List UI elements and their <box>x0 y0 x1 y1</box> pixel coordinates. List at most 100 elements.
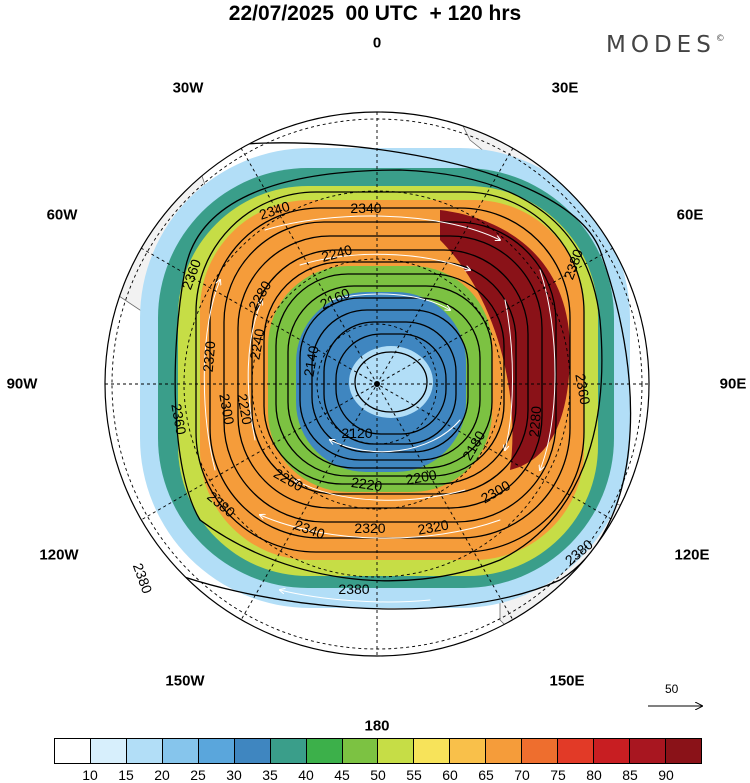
colorbar-swatch <box>90 739 127 763</box>
contour-2360 <box>174 169 603 582</box>
colorbar-swatch <box>522 739 559 763</box>
map-title: 22/07/2025 00 UTC + 120 hrs <box>228 2 522 25</box>
colorbar-swatch <box>270 739 307 763</box>
streamline <box>330 419 461 453</box>
wind-streamlines <box>203 88 556 603</box>
colorbar-swatch <box>450 739 487 763</box>
contour-2180 <box>299 297 481 461</box>
contour-2140 <box>323 321 457 445</box>
colorbar-swatch <box>594 739 630 763</box>
wind-speed-shading <box>140 148 630 608</box>
colorbar-swatch <box>234 739 271 763</box>
colorbar-tick-label: 45 <box>334 767 350 783</box>
lon-label-120w: 120W <box>39 546 79 564</box>
contour-label-2360: 2360 <box>168 402 189 436</box>
contour-label-2300: 2300 <box>216 392 237 426</box>
contour-label-2320: 2320 <box>416 516 450 537</box>
lon-label-0: 0 <box>372 34 382 52</box>
geopotential-contours <box>139 142 632 610</box>
streamline <box>264 215 500 240</box>
streamline <box>299 253 470 270</box>
contour-label-2320: 2320 <box>200 340 219 373</box>
contour-label-2380: 2380 <box>130 561 156 596</box>
lon-label-120e: 120E <box>674 546 710 564</box>
contour-label-2280: 2280 <box>526 405 545 438</box>
colorbar-tick-label: 15 <box>118 767 134 783</box>
contour-2100 <box>354 351 428 413</box>
contour-2280 <box>237 235 543 509</box>
colorbar <box>54 738 702 764</box>
contour-label-2200: 2200 <box>404 466 438 487</box>
contour-label-2240: 2240 <box>320 241 354 265</box>
colorbar-tick-label: 70 <box>514 767 530 783</box>
lon-label-90e: 90E <box>719 375 747 393</box>
colorbar-tick-label: 40 <box>298 767 314 783</box>
lon-label-180: 180 <box>364 717 390 735</box>
contour-label-2120: 2120 <box>341 425 372 441</box>
colorbar-tick-label: 50 <box>370 767 386 783</box>
band-pole <box>349 346 433 418</box>
lon-label-60w: 60W <box>46 206 78 224</box>
reference-vector-label: 50 <box>665 682 679 696</box>
streamline <box>370 88 470 95</box>
colorbar-swatch <box>126 739 163 763</box>
contour-2220 <box>275 273 505 477</box>
contour-label-2320: 2320 <box>354 520 385 536</box>
streamline <box>505 299 513 450</box>
colorbar-swatch <box>378 739 415 763</box>
colorbar-tick-label: 55 <box>406 767 422 783</box>
brand-copyright-mark: © <box>715 34 725 44</box>
colorbar-tick-label: 80 <box>586 767 602 783</box>
streamline <box>260 515 501 539</box>
colorbar-swatch <box>630 739 666 763</box>
colorbar-tick-label: 75 <box>550 767 566 783</box>
streamline <box>295 480 466 501</box>
lon-label-60e: 60E <box>676 206 704 224</box>
colorbar-tick-label: 20 <box>154 767 170 783</box>
colorbar-swatch <box>414 739 451 763</box>
contour-label-2360: 2360 <box>572 372 593 406</box>
streamline <box>329 293 450 310</box>
streamline <box>540 269 556 470</box>
contour-label-2380: 2380 <box>338 581 369 597</box>
colorbar-swatch <box>55 739 91 763</box>
lon-label-90w: 90W <box>6 375 38 393</box>
contour-label-2140: 2140 <box>300 344 321 378</box>
lon-label-150e: 150E <box>549 672 585 690</box>
contour-2340 <box>195 191 585 553</box>
contour-2200 <box>287 285 493 469</box>
colorbar-swatch <box>665 739 701 763</box>
colorbar-tick-label: 10 <box>82 767 98 783</box>
colorbar-tick-label: 65 <box>478 767 494 783</box>
contour-label-2340: 2340 <box>350 200 381 216</box>
south-pole-marker <box>374 381 380 387</box>
contour-label-2240: 2240 <box>246 327 267 361</box>
map-boundary <box>104 111 650 657</box>
lon-label-150w: 150W <box>165 672 205 690</box>
colorbar-swatch <box>198 739 235 763</box>
colorbar-tick-label: 60 <box>442 767 458 783</box>
colorbar-tick-label: 25 <box>190 767 206 783</box>
streamline <box>280 590 431 603</box>
streamline <box>203 280 220 471</box>
lon-label-30w: 30W <box>172 79 204 97</box>
colorbar-tick-label: 85 <box>622 767 638 783</box>
contour-2380 <box>139 142 632 610</box>
contour-2240 <box>263 261 517 485</box>
colorbar-swatch <box>342 739 379 763</box>
colorbar-tick-label: 30 <box>226 767 242 783</box>
colorbar-tick-label: 90 <box>658 767 674 783</box>
colorbar-swatch <box>558 739 595 763</box>
colorbar-swatch <box>306 739 343 763</box>
contour-2300 <box>223 221 557 523</box>
colorbar-swatch <box>162 739 199 763</box>
colorbar-tick-label: 35 <box>262 767 278 783</box>
lon-label-30e: 30E <box>551 79 579 97</box>
contour-label-2220: 2220 <box>234 392 255 426</box>
contour-label-2220: 2220 <box>350 474 383 494</box>
colorbar-swatch <box>486 739 523 763</box>
brand-name: MODES <box>606 32 716 58</box>
band-jet-max <box>440 210 570 470</box>
brand-logo: MODES© <box>606 32 725 58</box>
